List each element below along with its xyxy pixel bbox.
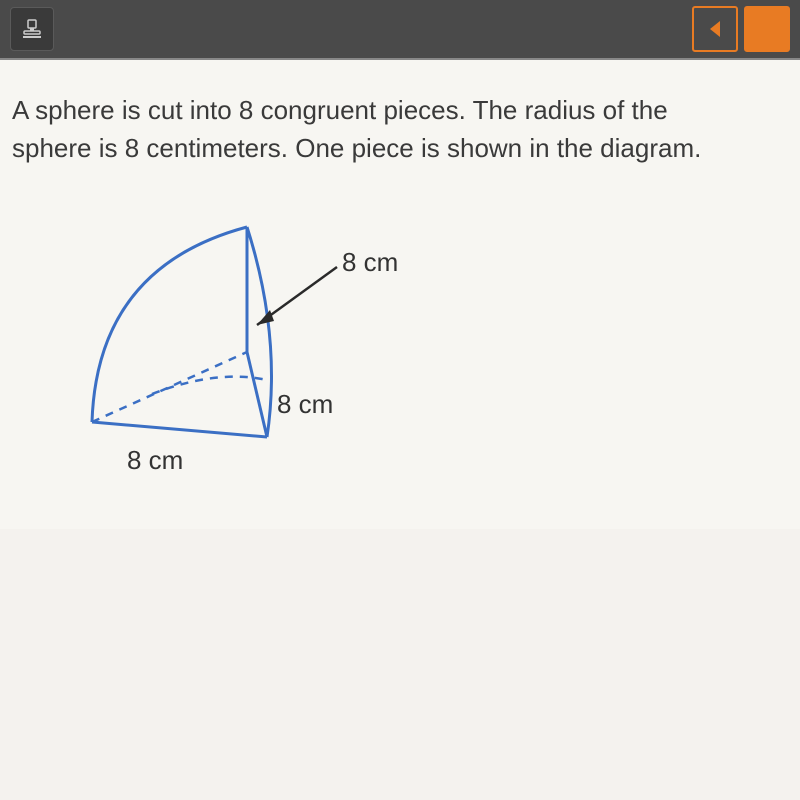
toolbar-left bbox=[10, 7, 54, 51]
diagram-container: 8 cm 8 cm 8 cm bbox=[52, 197, 472, 497]
problem-text: A sphere is cut into 8 congruent pieces.… bbox=[12, 92, 788, 167]
problem-line-1: A sphere is cut into 8 congruent pieces.… bbox=[12, 95, 668, 125]
label-radius-right: 8 cm bbox=[277, 389, 333, 420]
toolbar-right bbox=[692, 6, 790, 52]
label-radius-top: 8 cm bbox=[342, 247, 398, 278]
nav-prev-button[interactable] bbox=[692, 6, 738, 52]
content-area: A sphere is cut into 8 congruent pieces.… bbox=[0, 60, 800, 529]
stamp-tool-button[interactable] bbox=[10, 7, 54, 51]
toolbar bbox=[0, 0, 800, 60]
triangle-left-icon bbox=[708, 19, 722, 39]
sphere-piece-diagram bbox=[52, 197, 472, 497]
label-radius-bottom: 8 cm bbox=[127, 445, 183, 476]
stamp-icon bbox=[20, 17, 44, 41]
nav-next-button[interactable] bbox=[744, 6, 790, 52]
problem-line-2: sphere is 8 centimeters. One piece is sh… bbox=[12, 133, 701, 163]
